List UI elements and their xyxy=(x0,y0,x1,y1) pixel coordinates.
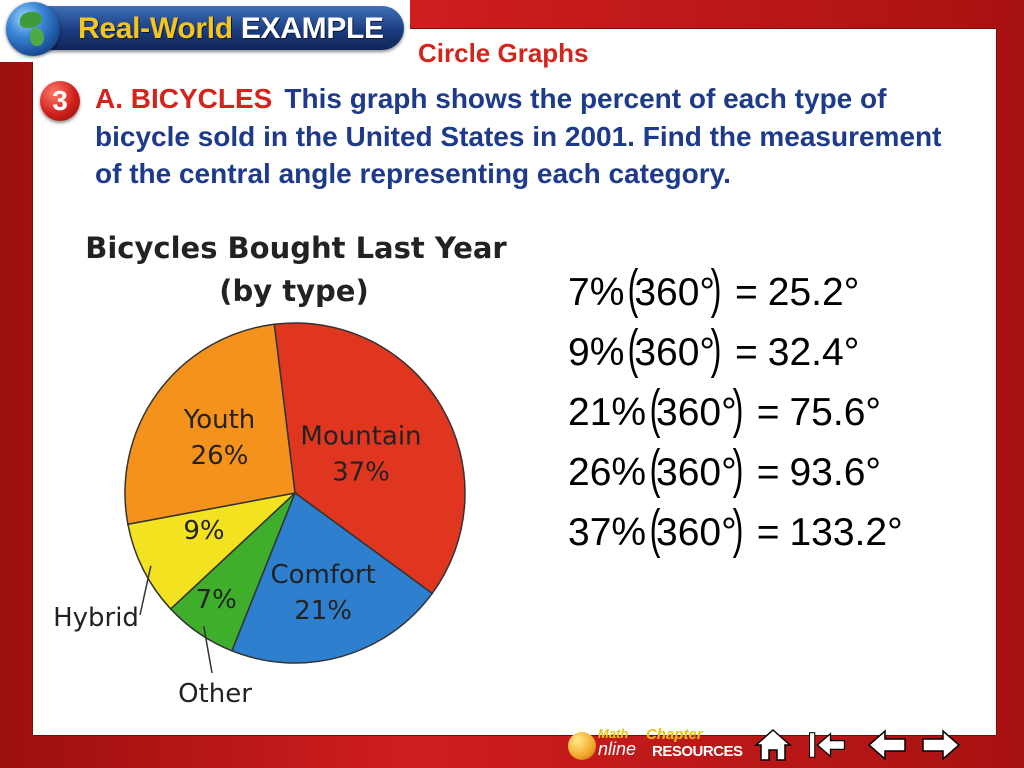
pie-slice-youth xyxy=(124,323,296,526)
left-paren: ( xyxy=(649,499,661,559)
real-world-example-banner: Real-World EXAMPLE xyxy=(8,6,404,50)
resources-label: RESOURCES xyxy=(652,743,743,760)
right-paren: ) xyxy=(732,499,744,559)
chapter-resources-link[interactable]: Chapter RESOURCES xyxy=(646,726,746,762)
equals-sign: = xyxy=(756,511,780,554)
problem-lead: A. BICYCLES xyxy=(95,83,273,114)
home-icon[interactable] xyxy=(752,726,794,764)
equation-row: 9%(360°) = 32.4° xyxy=(568,317,903,379)
equals-sign: = xyxy=(735,271,758,314)
right-paren: ) xyxy=(710,259,722,319)
equals-sign: = xyxy=(756,451,780,494)
header-badge: Real-World EXAMPLE xyxy=(0,0,410,62)
equation-angle: 360° xyxy=(634,271,716,314)
chart-title: Bicycles Bought Last Year xyxy=(85,231,507,265)
equation-result: 93.6° xyxy=(789,451,881,494)
right-paren: ) xyxy=(732,379,744,439)
banner-text-part1: Real-World xyxy=(78,12,233,45)
equation-result: 75.6° xyxy=(789,391,881,434)
equals-sign: = xyxy=(735,331,758,374)
pie-slice-mountain xyxy=(273,322,466,595)
chart-subtitle: (by type) xyxy=(219,274,368,308)
equation-percent: 26% xyxy=(568,451,647,494)
left-paren: ( xyxy=(627,319,639,379)
left-paren: ( xyxy=(649,439,661,499)
pie-labels: Mountain 37% Comfort 21% 7% Other 9% Hybrid Yout… xyxy=(53,405,421,709)
slice-name-other: Other xyxy=(178,679,252,709)
equation-result: 32.4° xyxy=(767,331,860,374)
slice-percent-mountain: 37% xyxy=(332,457,390,487)
equation-row: 21%(360°) = 75.6° xyxy=(568,377,903,439)
navigation-bar: Math nline Chapter RESOURCES xyxy=(560,722,1024,768)
banner-text: Real-World EXAMPLE xyxy=(78,12,384,46)
slice-name-hybrid: Hybrid xyxy=(53,603,139,633)
equation-result: 133.2° xyxy=(789,511,903,554)
equation-row: 37%(360°) = 133.2° xyxy=(568,497,903,559)
math-online-link[interactable]: Math nline xyxy=(568,726,644,762)
equation-angle: 360° xyxy=(656,391,737,434)
equals-sign: = xyxy=(756,391,780,434)
banner-text-part2: EXAMPLE xyxy=(240,12,384,45)
equation-row: 7%(360°) = 25.2° xyxy=(568,257,903,319)
leader-line-other xyxy=(203,626,213,674)
equation-percent: 9% xyxy=(568,331,625,374)
slice-percent-youth: 26% xyxy=(191,441,249,471)
slice-percent-other: 7% xyxy=(196,585,237,615)
slice-percent-hybrid: 9% xyxy=(183,516,224,546)
equation-percent: 21% xyxy=(568,391,647,434)
equation-result: 25.2° xyxy=(767,271,860,314)
equation-angle: 360° xyxy=(634,331,716,374)
chapter-label: Chapter xyxy=(646,726,703,743)
step-number-badge: 3 xyxy=(40,81,80,121)
problem-text: This graph shows the percent of each typ… xyxy=(95,83,942,189)
math-online-label2: nline xyxy=(598,739,637,759)
pie-slices xyxy=(124,322,466,664)
problem-statement: A. BICYCLES This graph shows the percent … xyxy=(95,80,975,193)
math-online-label1: Math xyxy=(598,726,629,741)
equation-percent: 37% xyxy=(568,511,647,554)
previous-slide-icon[interactable] xyxy=(866,726,908,764)
leader-line-hybrid xyxy=(139,565,152,616)
slice-name-comfort: Comfort xyxy=(270,560,375,590)
pie-slice-hybrid xyxy=(127,491,298,611)
equation-angle: 360° xyxy=(656,451,737,494)
equation-percent: 7% xyxy=(568,271,625,314)
left-paren: ( xyxy=(649,379,661,439)
equations-list: 7%(360°) = 25.2° 9%(360°) = 32.4° 21%(360°) = 75… xyxy=(568,257,903,559)
right-paren: ) xyxy=(710,319,722,379)
right-paren: ) xyxy=(732,439,744,499)
slice-percent-comfort: 21% xyxy=(294,596,352,626)
slice-name-youth: Youth xyxy=(183,405,256,435)
first-slide-icon[interactable] xyxy=(806,726,848,764)
globe-icon xyxy=(6,2,60,56)
equation-row: 26%(360°) = 93.6° xyxy=(568,437,903,499)
slide-title: Circle Graphs xyxy=(418,38,589,68)
equation-angle: 360° xyxy=(656,511,737,554)
slice-name-mountain: Mountain xyxy=(300,421,421,451)
math-online-icon xyxy=(568,732,596,760)
pie-chart: Bicycles Bought Last Year (by type) Moun… xyxy=(53,231,507,709)
left-paren: ( xyxy=(627,259,639,319)
pie-slice-comfort xyxy=(230,491,434,664)
next-slide-icon[interactable] xyxy=(920,726,962,764)
